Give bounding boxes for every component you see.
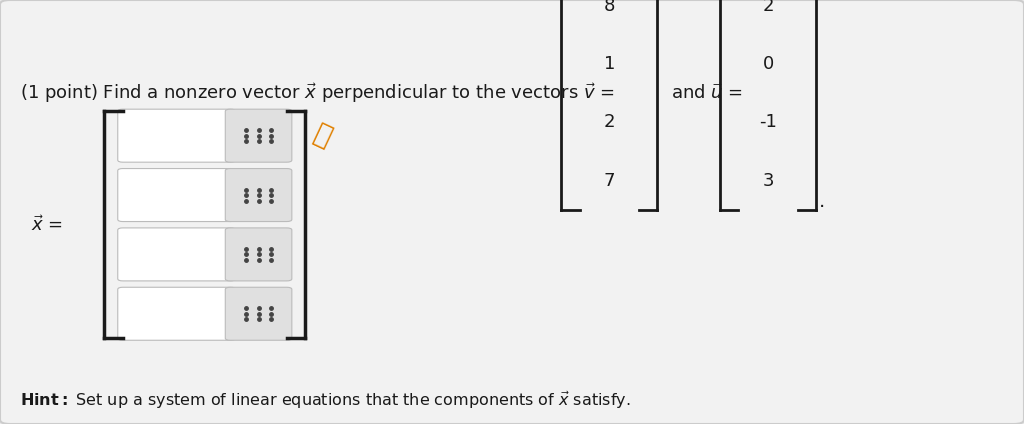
FancyBboxPatch shape <box>225 109 292 162</box>
FancyBboxPatch shape <box>118 287 236 340</box>
FancyBboxPatch shape <box>225 228 292 281</box>
Text: 🖊: 🖊 <box>309 120 336 152</box>
FancyBboxPatch shape <box>118 109 236 162</box>
Text: 8: 8 <box>603 0 615 15</box>
Text: 0: 0 <box>763 55 773 73</box>
FancyBboxPatch shape <box>225 287 292 340</box>
Text: -1: -1 <box>759 114 777 131</box>
Text: and $\vec{u}$ =: and $\vec{u}$ = <box>671 84 742 103</box>
Text: 2: 2 <box>603 114 615 131</box>
Text: $\vec{x}$ =: $\vec{x}$ = <box>31 215 62 234</box>
Text: (1 point) Find a nonzero vector $\vec{x}$ perpendicular to the vectors $\vec{v}$: (1 point) Find a nonzero vector $\vec{x}… <box>20 81 615 105</box>
Text: 7: 7 <box>603 172 615 190</box>
Text: $\mathbf{Hint:}$ Set up a system of linear equations that the components of $\ve: $\mathbf{Hint:}$ Set up a system of line… <box>20 390 631 411</box>
Text: .: . <box>819 192 825 211</box>
Text: 2: 2 <box>762 0 774 15</box>
Text: 1: 1 <box>603 55 615 73</box>
FancyBboxPatch shape <box>118 228 236 281</box>
FancyBboxPatch shape <box>118 168 236 221</box>
Text: 3: 3 <box>762 172 774 190</box>
FancyBboxPatch shape <box>225 168 292 221</box>
